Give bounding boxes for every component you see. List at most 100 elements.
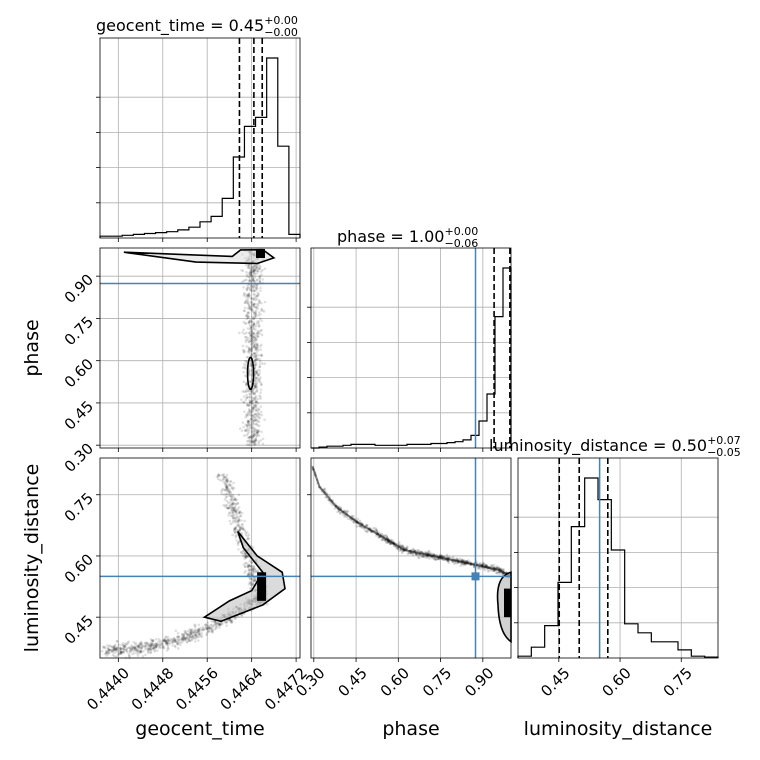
scatter-point-geocent_time-luminosity_distance-1075 [227,514,230,517]
scatter-point-geocent_time-luminosity_distance-545 [116,646,119,650]
scatter-point-geocent_time-luminosity_distance-795 [231,506,234,509]
scatter-point-geocent_time-luminosity_distance-377 [117,652,121,656]
scatter-point-geocent_time-phase-648 [249,414,253,417]
scatter-point-geocent_time-phase-261 [243,301,247,304]
scatter-point-geocent_time-luminosity_distance-769 [235,519,239,522]
scatter-point-geocent_time-phase-834 [255,269,258,273]
scatter-point-phase-luminosity_distance-16 [346,509,350,513]
scatter-point-geocent_time-phase-228 [251,345,254,349]
scatter-point-geocent_time-luminosity_distance-1108 [238,529,242,532]
scatter-point-geocent_time-phase-505 [251,279,255,283]
scatter-point-geocent_time-luminosity_distance-387 [188,630,191,634]
scatter-point-geocent_time-phase-336 [255,430,259,434]
scatter-point-geocent_time-luminosity_distance-90 [129,649,132,652]
scatter-point-geocent_time-phase-214 [260,307,264,311]
scatter-point-geocent_time-luminosity_distance-17 [203,623,207,627]
scatter-point-phase-luminosity_distance-692 [478,562,482,565]
scatter-point-geocent_time-luminosity_distance-978 [251,569,255,573]
scatter-point-geocent_time-luminosity_distance-346 [130,644,133,647]
scatter-point-geocent_time-luminosity_distance-1186 [224,485,228,488]
scatter-point-geocent_time-phase-686 [251,352,254,356]
scatter-point-geocent_time-luminosity_distance-974 [222,493,226,496]
scatter-point-geocent_time-luminosity_distance-191 [184,637,188,641]
scatter-point-geocent_time-luminosity_distance-723 [229,491,232,495]
scatter-point-geocent_time-phase-489 [245,317,249,321]
scatter-point-geocent_time-luminosity_distance-709 [249,577,253,581]
scatter-point-geocent_time-luminosity_distance-134 [124,648,128,652]
scatter-point-geocent_time-phase-129 [248,324,252,327]
scatter-point-geocent_time-phase-562 [252,388,255,391]
scatter-point-geocent_time-luminosity_distance-364 [195,636,198,640]
scatter-point-phase-luminosity_distance-695 [495,571,498,575]
scatter-point-geocent_time-luminosity_distance-188 [189,629,193,632]
scatter-point-geocent_time-luminosity_distance-58 [183,636,186,640]
scatter-point-geocent_time-luminosity_distance-623 [153,649,156,653]
scatter-point-geocent_time-phase-582 [247,295,250,299]
scatter-point-geocent_time-luminosity_distance-628 [186,633,189,636]
scatter-point-geocent_time-luminosity_distance-122 [192,631,196,634]
scatter-point-geocent_time-luminosity_distance-384 [193,633,197,637]
scatter-point-phase-luminosity_distance-213 [482,562,486,566]
scatter-point-geocent_time-phase-273 [252,303,256,306]
scatter-point-phase-luminosity_distance-112 [467,559,470,562]
scatter-point-geocent_time-luminosity_distance-1015 [236,543,240,547]
scatter-point-geocent_time-phase-659 [259,308,263,312]
scatter-point-geocent_time-phase-98 [253,386,256,389]
scatter-point-geocent_time-phase-25 [255,400,258,404]
scatter-point-geocent_time-luminosity_distance-899 [233,497,237,501]
scatter-point-geocent_time-luminosity_distance-823 [234,527,237,531]
scatter-point-geocent_time-phase-827 [247,410,250,414]
scatter-point-geocent_time-luminosity_distance-366 [183,636,186,640]
scatter-point-geocent_time-luminosity_distance-845 [232,498,236,502]
scatter-point-geocent_time-luminosity_distance-1125 [226,479,230,483]
scatter-point-geocent_time-luminosity_distance-446 [210,619,213,623]
scatter-point-geocent_time-luminosity_distance-263 [173,639,176,643]
panel-title-luminosity_distance: luminosity_distance = 0.50+0.07 [489,434,741,456]
scatter-point-phase-luminosity_distance-39 [428,557,431,560]
scatter-point-geocent_time-phase-633 [246,313,249,316]
scatter-point-geocent_time-phase-733 [252,419,256,423]
scatter-point-geocent_time-luminosity_distance-1033 [247,572,250,576]
scatter-point-phase-luminosity_distance-498 [339,506,342,509]
scatter-point-geocent_time-luminosity_distance-93 [168,642,172,645]
scatter-point-geocent_time-phase-777 [248,396,252,399]
scatter-point-geocent_time-phase-339 [245,331,248,335]
scatter-point-geocent_time-phase-170 [247,443,251,447]
scatter-point-geocent_time-phase-146 [258,264,261,267]
scatter-point-geocent_time-phase-609 [252,407,256,411]
scatter-point-geocent_time-luminosity_distance-1079 [229,498,233,502]
scatter-point-geocent_time-phase-617 [256,424,260,427]
scatter-point-geocent_time-luminosity_distance-150 [166,643,170,646]
scatter-point-geocent_time-phase-320 [255,409,258,412]
scatter-point-geocent_time-luminosity_distance-922 [225,499,229,503]
scatter-point-geocent_time-luminosity_distance-1030 [236,523,239,527]
scatter-point-geocent_time-luminosity_distance-1168 [232,508,236,512]
scatter-point-geocent_time-luminosity_distance-39 [149,644,153,648]
scatter-point-geocent_time-luminosity_distance-928 [256,569,260,572]
scatter-point-phase-luminosity_distance-442 [430,552,433,556]
scatter-point-geocent_time-luminosity_distance-176 [115,645,119,649]
scatter-point-geocent_time-phase-647 [243,293,246,296]
panel-title-geocent_time: geocent_time = 0.45+0.00 [96,14,298,36]
scatter-point-geocent_time-luminosity_distance-365 [160,642,164,645]
scatter-point-geocent_time-phase-34 [250,347,254,350]
scatter-point-phase-luminosity_distance-544 [460,558,463,561]
scatter-point-geocent_time-luminosity_distance-0 [107,649,110,652]
scatter-point-geocent_time-phase-479 [252,279,255,282]
scatter-point-geocent_time-luminosity_distance-879 [254,579,257,582]
scatter-point-geocent_time-phase-508 [244,384,248,387]
scatter-point-geocent_time-luminosity_distance-349 [182,633,186,637]
scatter-point-geocent_time-phase-275 [258,363,262,366]
scatter-point-geocent_time-phase-646 [242,390,246,394]
scatter-point-geocent_time-phase-326 [258,365,262,369]
scatter-point-geocent_time-luminosity_distance-158 [152,644,155,648]
scatter-point-geocent_time-luminosity_distance-508 [113,644,116,648]
scatter-point-geocent_time-luminosity_distance-973 [250,564,254,568]
scatter-point-geocent_time-phase-229 [246,297,250,300]
scatter-point-geocent_time-luminosity_distance-513 [111,653,115,657]
scatter-point-geocent_time-luminosity_distance-705 [235,515,239,518]
scatter-point-geocent_time-luminosity_distance-570 [211,631,214,634]
scatter-point-geocent_time-luminosity_distance-211 [182,633,185,636]
scatter-point-phase-luminosity_distance-391 [372,526,376,530]
scatter-point-geocent_time-luminosity_distance-165 [210,630,214,634]
